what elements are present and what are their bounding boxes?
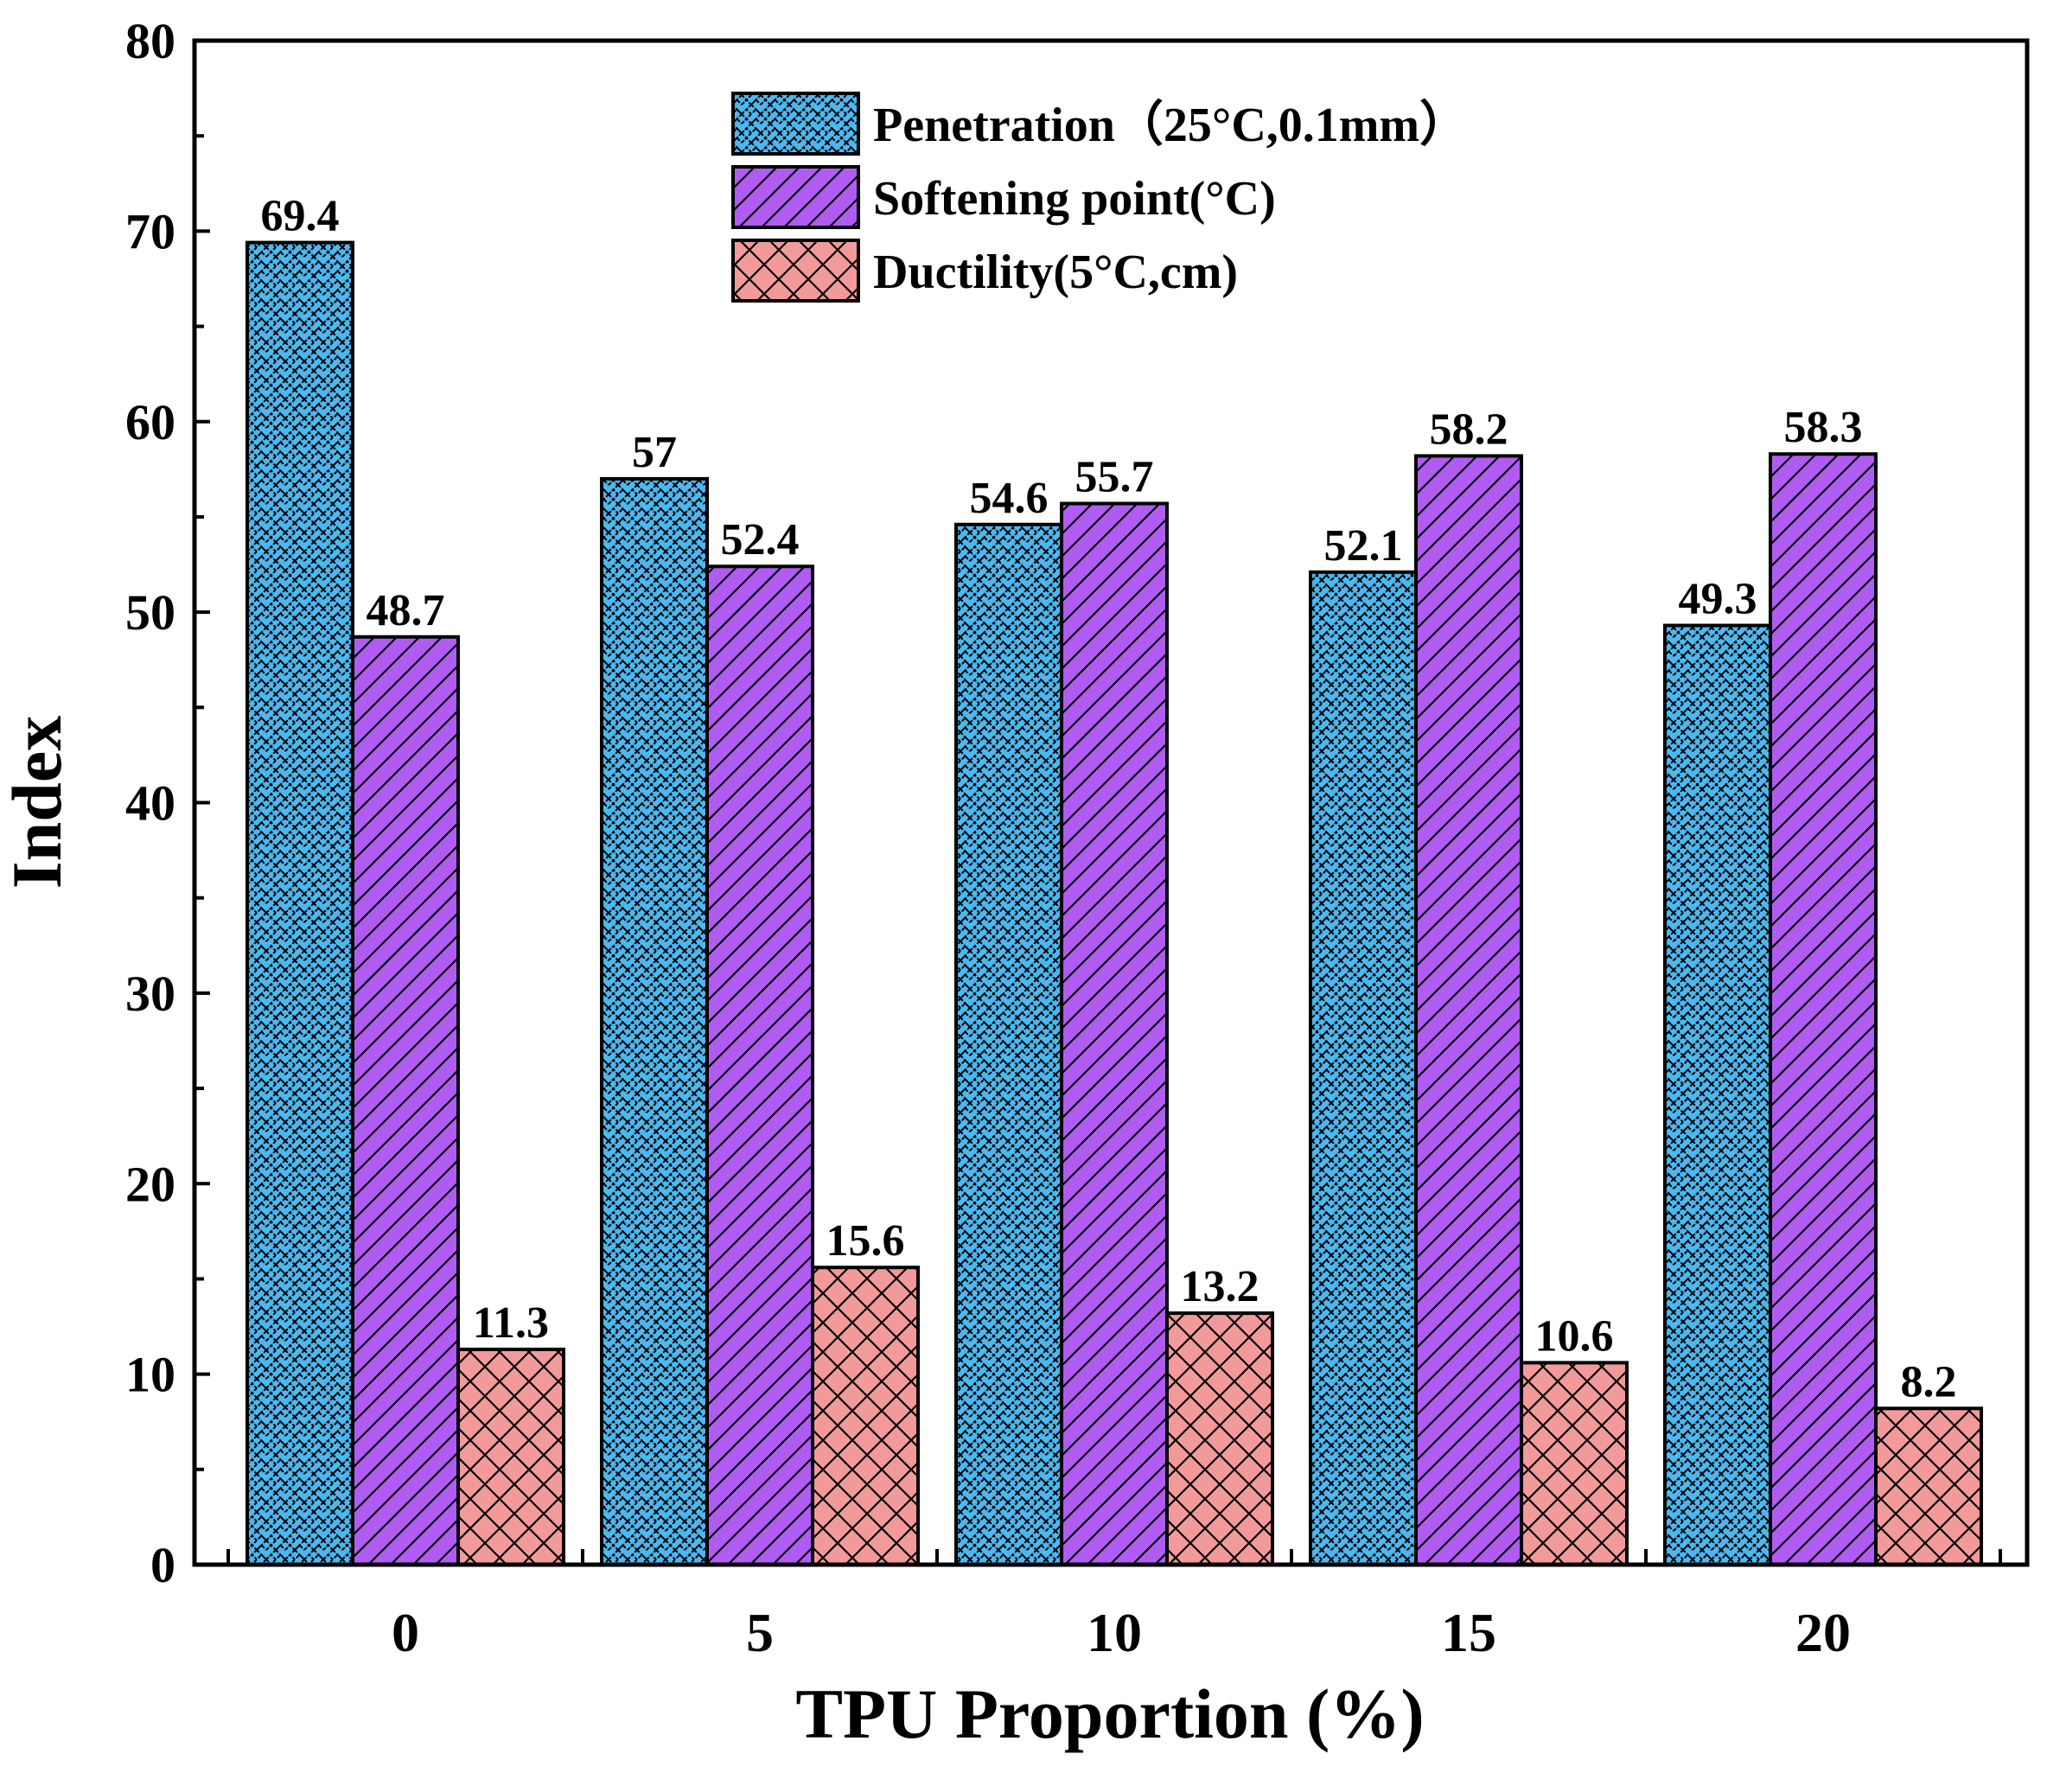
bar-penetration-20 bbox=[1663, 623, 1772, 1566]
y-tick-label-10: 10 bbox=[125, 1347, 175, 1403]
x-axis: 0 5 10 15 20 bbox=[226, 1549, 2002, 1663]
y-tick-label-80: 80 bbox=[125, 13, 175, 69]
data-label-ductility-15: 10.6 bbox=[1535, 1311, 1614, 1361]
data-label-penetration-0: 69.4 bbox=[261, 192, 340, 241]
y-tick-label-50: 50 bbox=[125, 584, 175, 641]
legend-label-penetration: Penetration（25°C,0.1mm） bbox=[873, 98, 1468, 152]
bar-softening-point-10 bbox=[1060, 501, 1169, 1566]
bars-layer bbox=[246, 240, 1983, 1567]
bar-penetration-10 bbox=[954, 522, 1063, 1567]
data-label-softening-point-10: 55.7 bbox=[1075, 453, 1154, 502]
bar-penetration-5 bbox=[600, 476, 709, 1566]
data-label-softening-point-5: 52.4 bbox=[721, 515, 800, 564]
data-labels-layer: 69.4 48.7 11.3 57 52.4 15.6 54.6 55.7 13.2 52.1 58… bbox=[261, 192, 1957, 1407]
data-label-penetration-15: 52.1 bbox=[1324, 521, 1403, 571]
x-tick-label-10: 10 bbox=[1087, 1602, 1142, 1663]
data-label-penetration-20: 49.3 bbox=[1679, 575, 1757, 624]
data-label-ductility-10: 13.2 bbox=[1181, 1262, 1259, 1311]
data-label-penetration-10: 54.6 bbox=[970, 474, 1049, 523]
bar-softening-point-15 bbox=[1414, 454, 1523, 1566]
y-tick-label-0: 0 bbox=[150, 1537, 175, 1593]
y-tick-label-60: 60 bbox=[125, 394, 175, 450]
y-axis: 0 10 20 30 40 50 60 70 80 bbox=[125, 13, 210, 1593]
bar-ductility-5 bbox=[811, 1266, 920, 1566]
data-label-softening-point-15: 58.2 bbox=[1430, 405, 1508, 454]
bar-softening-point-5 bbox=[705, 564, 814, 1566]
x-axis-title: TPU Proportion (%) bbox=[795, 1674, 1424, 1753]
x-tick-label-5: 5 bbox=[746, 1602, 774, 1663]
legend-swatch-ductility bbox=[731, 239, 860, 303]
y-tick-label-20: 20 bbox=[125, 1156, 175, 1212]
data-label-ductility-5: 15.6 bbox=[826, 1216, 905, 1266]
x-tick-label-20: 20 bbox=[1795, 1602, 1851, 1663]
y-tick-label-30: 30 bbox=[125, 966, 175, 1022]
y-axis-title: Index bbox=[0, 716, 76, 890]
bar-penetration-0 bbox=[246, 240, 354, 1566]
legend-label-ductility: Ductility(5°C,cm) bbox=[873, 246, 1238, 299]
legend: Penetration（25°C,0.1mm） Softening point(… bbox=[731, 92, 1468, 303]
data-label-softening-point-0: 48.7 bbox=[367, 586, 445, 635]
bar-ductility-0 bbox=[456, 1347, 565, 1566]
y-tick-label-40: 40 bbox=[125, 775, 175, 832]
bar-softening-point-0 bbox=[351, 635, 460, 1566]
x-tick-label-0: 0 bbox=[392, 1602, 419, 1663]
legend-swatch-softening-point bbox=[731, 165, 860, 229]
legend-swatch-penetration bbox=[731, 92, 860, 156]
x-tick-label-15: 15 bbox=[1441, 1602, 1496, 1663]
bar-ductility-15 bbox=[1520, 1361, 1629, 1566]
data-label-softening-point-20: 58.3 bbox=[1784, 403, 1863, 452]
bar-ductility-10 bbox=[1165, 1311, 1274, 1566]
data-label-ductility-0: 11.3 bbox=[473, 1298, 549, 1348]
data-label-penetration-5: 57 bbox=[632, 428, 677, 477]
legend-label-softening-point: Softening point(°C) bbox=[873, 172, 1276, 226]
bar-softening-point-20 bbox=[1769, 452, 1878, 1566]
y-tick-label-70: 70 bbox=[125, 203, 175, 259]
bar-ductility-20 bbox=[1874, 1406, 1983, 1566]
bar-penetration-15 bbox=[1309, 570, 1418, 1567]
data-label-ductility-20: 8.2 bbox=[1901, 1357, 1957, 1406]
